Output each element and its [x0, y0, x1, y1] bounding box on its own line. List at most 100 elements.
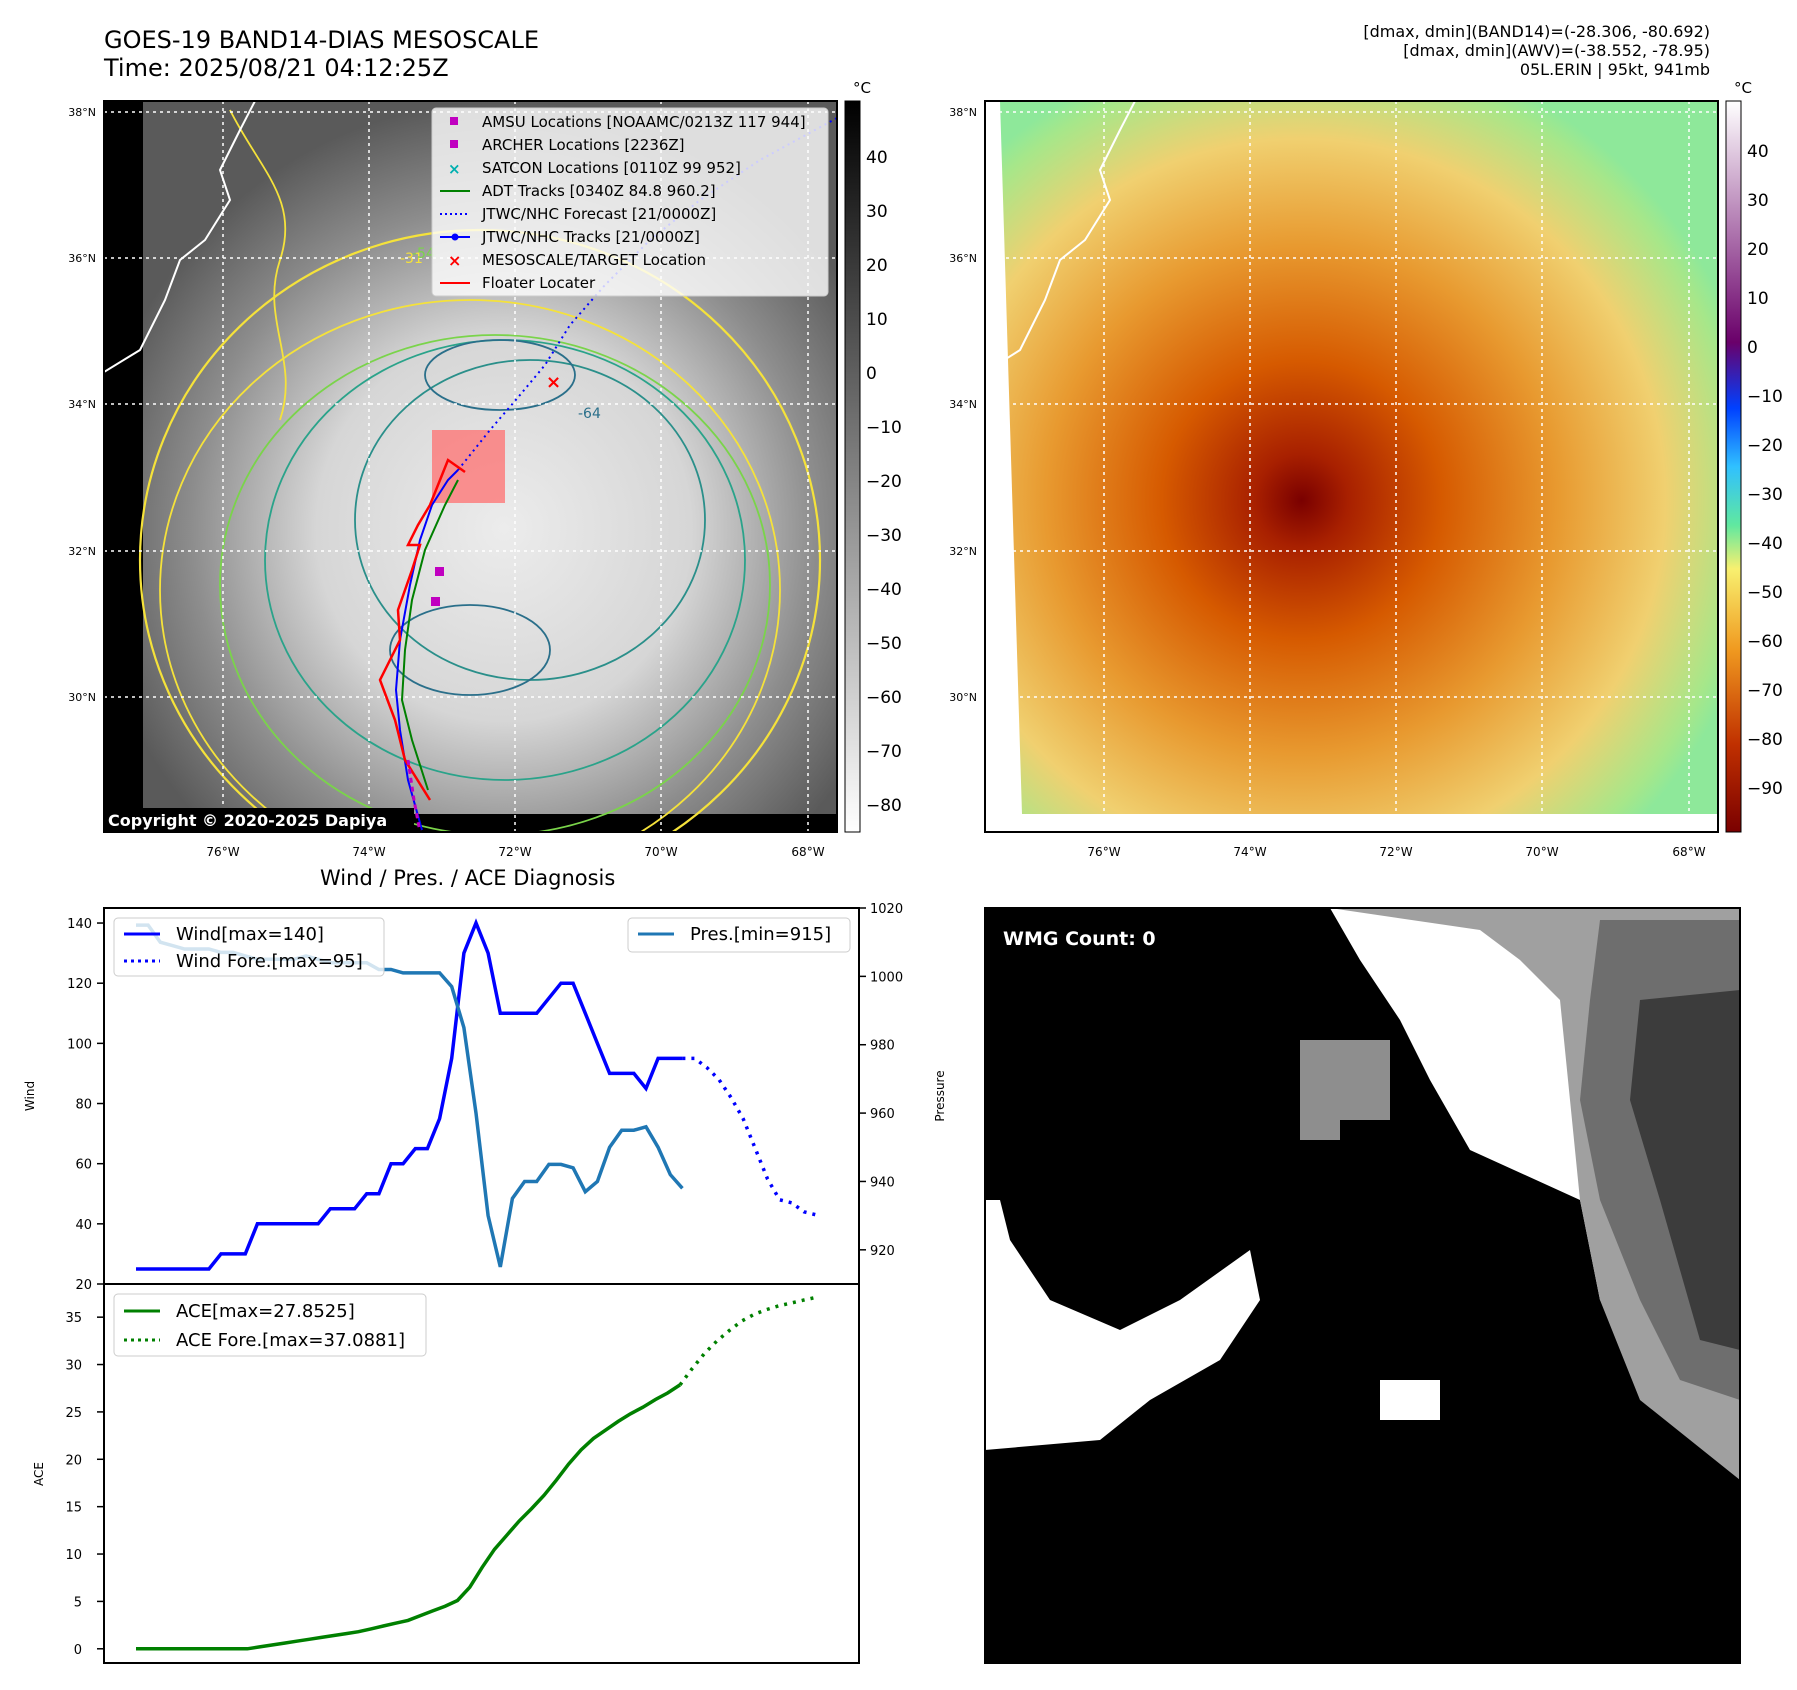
lon-label: 76°W: [206, 845, 239, 859]
ace-axis-label: ACE: [32, 1462, 46, 1486]
colorbar-tick: −50: [866, 634, 902, 654]
title-line-1: GOES-19 BAND14-DIAS MESOSCALE: [104, 26, 540, 54]
diag-line-2: [dmax, dmin](AWV)=(-38.552, -78.95): [1403, 41, 1710, 60]
legend-label: MESOSCALE/TARGET Location: [482, 251, 706, 269]
wmg-frame: [984, 907, 1741, 1664]
colorbar-tick: −70: [1747, 681, 1783, 701]
diag-line-3: 05L.ERIN | 95kt, 941mb: [1519, 60, 1710, 79]
lat-label: 32°N: [949, 545, 977, 558]
ace-axis-ticks: 0 5 10 15 20 25 30 35: [65, 1311, 104, 1658]
wind-tick-label: 100: [67, 1037, 92, 1052]
colorbar-tick: 0: [1747, 338, 1758, 358]
colorbar-unit: °C: [853, 79, 871, 97]
colorbar-tick: −40: [1747, 534, 1783, 554]
pressure-tick-label: 980: [870, 1039, 895, 1054]
legend-dot: [451, 233, 459, 241]
lon-label: 76°W: [1087, 845, 1120, 859]
wind-tick-label: 140: [67, 917, 92, 932]
colorbar-tick: 20: [866, 256, 888, 276]
colorbar-right-bar: [1725, 100, 1742, 833]
colorbar-tick: 20: [1747, 240, 1769, 260]
figure-title: GOES-19 BAND14-DIAS MESOSCALE Time: 2025…: [104, 26, 539, 82]
lon-label: 68°W: [1672, 845, 1705, 859]
adt-track: [400, 479, 459, 791]
colorbar-tick: 10: [1747, 289, 1769, 309]
legend-item-forecast: JTWC/NHC Forecast [21/0000Z]: [440, 205, 716, 223]
colorbar-tick: 40: [1747, 142, 1769, 162]
legend-label: Floater Locater: [482, 274, 596, 292]
colorbar-tick: −70: [866, 742, 902, 762]
contour-band: [229, 109, 287, 421]
colorbar-tick: −10: [1747, 387, 1783, 407]
contour-64-south: [389, 604, 551, 696]
lat-label: 30°N: [68, 691, 96, 704]
legend-item-satcon: × SATCON Locations [0110Z 99 952]: [448, 159, 741, 178]
legend-item-amsu: AMSU Locations [NOAAMC/0213Z 117 944]: [450, 113, 806, 131]
legend-wind-fore-label: Wind Fore.[max=95]: [176, 951, 363, 972]
colorbar-tick: 30: [1747, 191, 1769, 211]
wmg-gray-patch: [1300, 1040, 1390, 1140]
lon-label: 70°W: [1525, 845, 1558, 859]
map-legend: AMSU Locations [NOAAMC/0213Z 117 944] AR…: [431, 107, 829, 297]
ace-chart: 0 5 10 15 20 25 30 35 ACE ACE[max=27.8525] ACE …: [32, 1283, 860, 1664]
wind-tick-label: 80: [75, 1098, 92, 1113]
map-left-frame: [103, 100, 838, 833]
wind-tick-label: 60: [75, 1158, 92, 1173]
lon-labels-right: 76°W 74°W 72°W 70°W 68°W: [1087, 845, 1705, 859]
lat-label: 36°N: [949, 252, 977, 265]
legend-item-adt: ADT Tracks [0340Z 84.8 960.2]: [440, 182, 716, 200]
colorbar-tick: −90: [1747, 779, 1783, 799]
ace-tick-label: 15: [65, 1501, 82, 1516]
ace-tick-label: 5: [74, 1595, 82, 1610]
lon-label: 72°W: [1379, 845, 1412, 859]
lat-label: 34°N: [949, 398, 977, 411]
ir-image-color: [1000, 101, 1718, 814]
ace-tick-label: 35: [65, 1311, 82, 1326]
pressure-axis-label: Pressure: [933, 1070, 947, 1121]
wmg-black-region: [985, 908, 1740, 1663]
colorbar-tick: 30: [866, 202, 888, 222]
pressure-tick-label: 920: [870, 1244, 895, 1259]
archer-marker: [431, 597, 440, 606]
colorbar-left: °C 40 30 20 10 0 −10 −20 −30 −40 −50 −60…: [844, 79, 902, 833]
colorbar-right: °C 40 30 20 10 0 −10 −20 −30 −40 −50 −60…: [1725, 79, 1783, 833]
lat-label: 34°N: [68, 398, 96, 411]
diagnostics-header: [dmax, dmin](BAND14)=(-28.306, -80.692) …: [1180, 22, 1710, 79]
ace-legend-box: [113, 1293, 427, 1357]
ace-tick-label: 20: [65, 1453, 82, 1468]
wind-tick-label: 120: [67, 977, 92, 992]
legend-marker: ×: [448, 160, 461, 178]
colorbar-tick: 40: [866, 148, 888, 168]
lat-label: 36°N: [68, 252, 96, 265]
ir-map-right: 38°N 36°N 34°N 32°N 30°N 76°W 74°W 72°W …: [949, 79, 1783, 859]
pressure-axis-ticks: 920 940 960 980 1000 1020: [859, 902, 903, 1259]
legend-marker: [450, 117, 458, 125]
wmg-count: WMG Count: 0: [1003, 928, 1156, 950]
colorbar-left-ticks: 40 30 20 10 0 −10 −20 −30 −40 −50 −60 −7…: [866, 148, 902, 816]
colorbar-tick: −80: [866, 796, 902, 816]
wmg-black-patch: [1300, 1500, 1340, 1530]
contour-label-31: -31: [400, 251, 423, 267]
lon-label: 70°W: [644, 845, 677, 859]
ace-tick-label: 25: [65, 1406, 82, 1421]
ir-map-left: -31 -54 -64 × Copyright © 2020-2025 Dapi…: [68, 79, 902, 859]
target-marker: ×: [546, 372, 561, 393]
contour-31: [159, 299, 781, 832]
ace-tick-label: 10: [65, 1548, 82, 1563]
wind-legend: Wind[max=140] Wind Fore.[max=95]: [113, 917, 385, 977]
legend-marker: [450, 140, 458, 148]
lat-label: 30°N: [949, 691, 977, 704]
legend-label: SATCON Locations [0110Z 99 952]: [482, 159, 741, 177]
legend-ace-label: ACE[max=27.8525]: [176, 1301, 355, 1322]
amsu-marker: [435, 567, 444, 576]
jtwc-forecast: [457, 117, 838, 471]
pressure-tick-label: 940: [870, 1175, 895, 1190]
map-grid-right: [985, 101, 1718, 832]
legend-item-target: × MESOSCALE/TARGET Location: [448, 251, 706, 270]
colorbar-tick: −20: [1747, 436, 1783, 456]
diagnosis-title: Wind / Pres. / ACE Diagnosis: [320, 866, 616, 890]
legend-pres-label: Pres.[min=915]: [690, 924, 831, 945]
colorbar-tick: −30: [1747, 485, 1783, 505]
colorbar-tick: −40: [866, 580, 902, 600]
legend-item-floater: Floater Locater: [440, 274, 596, 292]
